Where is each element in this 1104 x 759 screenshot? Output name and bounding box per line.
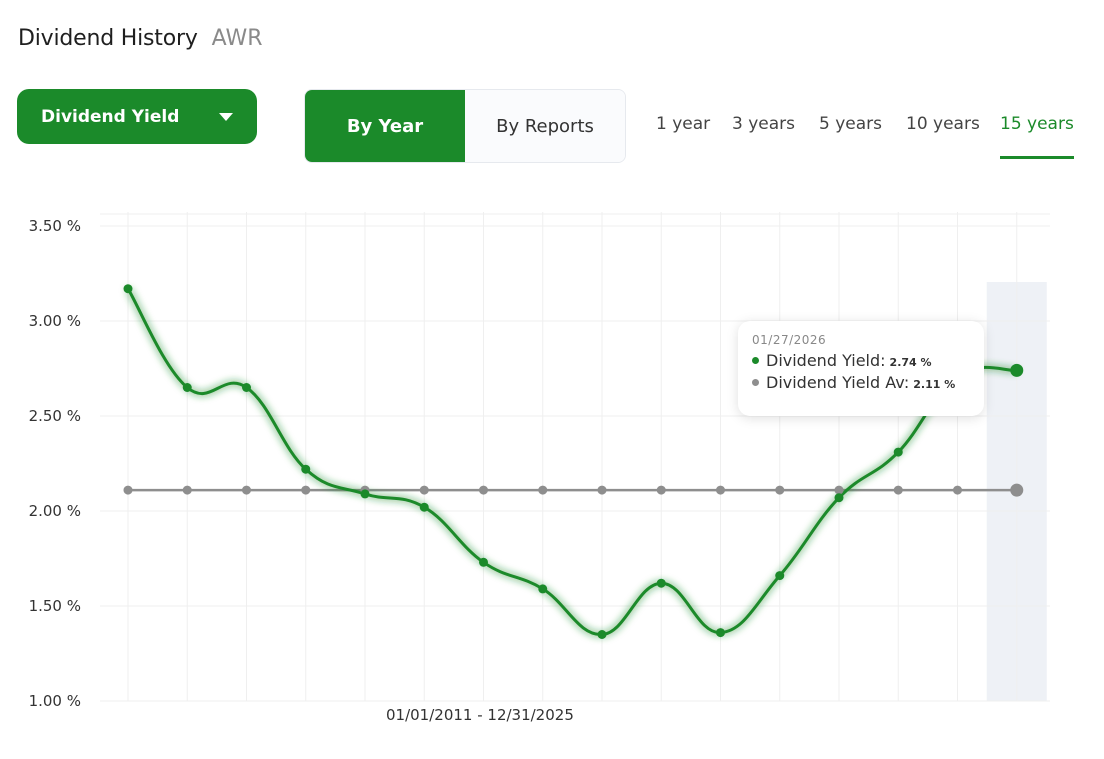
y-tick-label: 1.50 % (29, 597, 81, 615)
tooltip-average-value: 2.11 % (913, 378, 956, 391)
average-point (123, 485, 133, 495)
average-point (538, 485, 548, 495)
range-tab-10-years[interactable]: 10 years (906, 114, 980, 134)
average-point (893, 485, 903, 495)
average-point (479, 485, 488, 495)
legend-dot-icon (752, 379, 759, 386)
yield-series-line (126, 287, 1017, 637)
legend-dot-icon (752, 357, 759, 364)
yield-point (123, 284, 133, 294)
average-point (182, 485, 192, 495)
average-point (716, 485, 725, 495)
average-point (834, 485, 844, 495)
title-row: Dividend History AWR (18, 26, 263, 51)
yield-point (479, 557, 488, 567)
yield-point (538, 584, 548, 594)
chevron-down-icon (219, 112, 233, 121)
yield-point (775, 571, 785, 581)
ticker-symbol: AWR (211, 26, 263, 51)
average-point (953, 485, 962, 495)
yield-point (597, 630, 607, 639)
average-point (597, 485, 607, 495)
by-reports-button[interactable]: By Reports (465, 90, 625, 162)
mode-toggle: By Year By Reports (304, 89, 626, 163)
y-tick-label: 2.50 % (29, 407, 81, 425)
yield-point (656, 578, 666, 588)
y-tick-label: 3.50 % (29, 217, 81, 235)
yield-point (419, 502, 429, 512)
range-tab-3-years[interactable]: 3 years (732, 114, 796, 134)
by-year-button[interactable]: By Year (305, 90, 465, 162)
tooltip-yield-value: 2.74 % (889, 356, 932, 369)
tooltip-yield-row: Dividend Yield: 2.74 % (752, 351, 970, 370)
yield-point (242, 383, 251, 392)
tooltip-average-label: Dividend Yield Av: (766, 373, 910, 392)
range-tab-5-years[interactable]: 5 years (819, 114, 883, 134)
average-point (656, 485, 666, 495)
range-tab-1-year[interactable]: 1 year (656, 114, 711, 134)
y-tick-label: 1.00 % (29, 692, 81, 710)
y-tick-label: 3.00 % (29, 312, 81, 330)
yield-point (893, 447, 903, 457)
tooltip-average-row: Dividend Yield Av: 2.11 % (752, 373, 970, 392)
page-title: Dividend History (18, 26, 198, 51)
tooltip-yield-label: Dividend Yield: (766, 351, 886, 370)
yield-point (834, 493, 844, 503)
average-point (419, 485, 429, 495)
yield-point (1010, 363, 1024, 377)
yield-point (716, 628, 725, 638)
period-label: 01/01/2011 - 12/31/2025 (386, 706, 574, 724)
range-tab-15-years[interactable]: 15 years (1000, 114, 1074, 159)
yield-point (301, 464, 311, 474)
y-tick-label: 2.00 % (29, 502, 81, 520)
average-point (1010, 483, 1024, 497)
yield-point (360, 489, 370, 499)
average-point (775, 485, 785, 495)
chart-tooltip: 01/27/2026 Dividend Yield: 2.74 % Divide… (738, 321, 984, 416)
metric-dropdown-label: Dividend Yield (41, 106, 180, 127)
average-point (242, 485, 251, 495)
tooltip-date: 01/27/2026 (752, 333, 827, 347)
metric-dropdown[interactable]: Dividend Yield (17, 89, 257, 144)
average-point (301, 485, 311, 495)
yield-point (182, 383, 192, 392)
